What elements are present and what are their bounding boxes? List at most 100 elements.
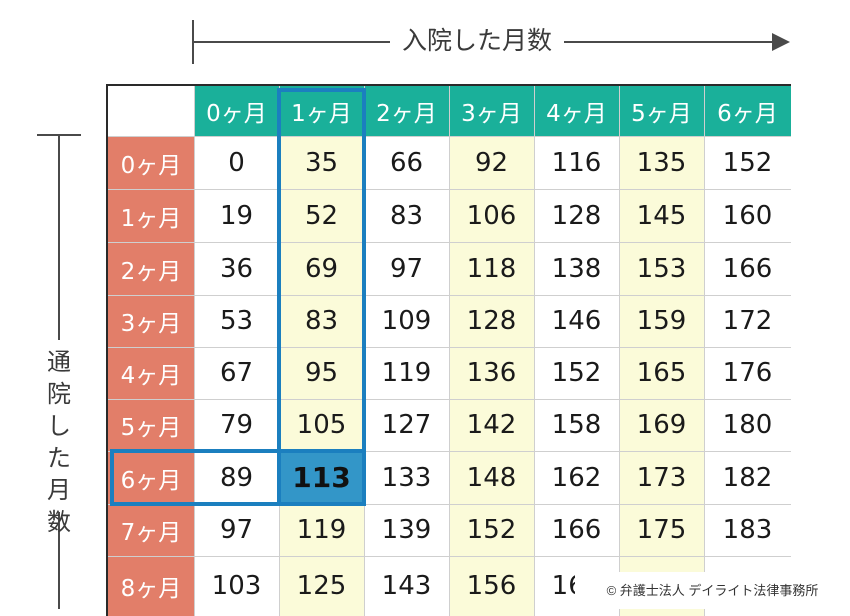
column-header: 2ヶ月	[364, 86, 449, 136]
table-cell: 69	[279, 242, 364, 295]
grid-line	[108, 242, 791, 243]
horizontal-axis: 入院した月数	[192, 20, 790, 64]
table-cell: 142	[449, 399, 534, 451]
table-cell: 97	[364, 242, 449, 295]
table-cell: 19	[194, 189, 279, 242]
grid-line	[619, 86, 620, 616]
table-cell: 92	[449, 136, 534, 189]
table-cell: 148	[449, 451, 534, 504]
row-header: 2ヶ月	[108, 242, 194, 295]
table-cell: 0	[194, 136, 279, 189]
table-cell: 128	[449, 295, 534, 347]
column-header: 1ヶ月	[279, 86, 364, 136]
table-cell: 89	[194, 451, 279, 504]
grid-line	[108, 189, 791, 190]
grid-line	[108, 295, 791, 296]
table-cell: 183	[704, 504, 791, 556]
row-header: 6ヶ月	[108, 451, 194, 504]
grid-line	[194, 86, 195, 616]
row-header: 5ヶ月	[108, 399, 194, 451]
table-cell: 152	[704, 136, 791, 189]
table-cell: 139	[364, 504, 449, 556]
table-cell: 109	[364, 295, 449, 347]
vertical-axis: 通院した月数	[37, 134, 81, 609]
table-cell: 52	[279, 189, 364, 242]
grid-line	[108, 556, 791, 557]
table-cell: 35	[279, 136, 364, 189]
arrow-right-icon	[772, 33, 790, 51]
table-cell: 145	[619, 189, 704, 242]
table-cell: 172	[704, 295, 791, 347]
table-cell: 173	[619, 451, 704, 504]
table-cell: 79	[194, 399, 279, 451]
table-cell: 119	[364, 347, 449, 399]
grid-line	[108, 451, 791, 452]
vertical-axis-label: 通院した月数	[47, 348, 71, 536]
table-cell: 165	[619, 347, 704, 399]
table-cell: 119	[279, 504, 364, 556]
column-header: 3ヶ月	[449, 86, 534, 136]
corner-cell	[108, 86, 194, 136]
table-cell: 176	[704, 347, 791, 399]
horizontal-axis-label: 入院した月数	[401, 26, 552, 55]
table-cell: 180	[704, 399, 791, 451]
table-cell: 67	[194, 347, 279, 399]
table-cell: 160	[704, 189, 791, 242]
table-cell: 135	[619, 136, 704, 189]
table-cell: 116	[534, 136, 619, 189]
table-cell: 153	[619, 242, 704, 295]
table-cell: 66	[364, 136, 449, 189]
table-cell: 146	[534, 295, 619, 347]
table-cell: 166	[534, 504, 619, 556]
copyright-notice: © 弁護士法人 デイライト法律事務所	[575, 572, 850, 609]
grid-line	[108, 347, 791, 348]
table-cell: 97	[194, 504, 279, 556]
row-header: 7ヶ月	[108, 504, 194, 556]
grid-line	[108, 136, 791, 137]
table-cell: 182	[704, 451, 791, 504]
table-cell: 118	[449, 242, 534, 295]
table-cell: 162	[534, 451, 619, 504]
table-cell: 53	[194, 295, 279, 347]
column-header: 4ヶ月	[534, 86, 619, 136]
axis-line	[58, 134, 60, 340]
table-cell: 127	[364, 399, 449, 451]
row-header: 3ヶ月	[108, 295, 194, 347]
grid-line	[449, 86, 450, 616]
table-cell: 152	[534, 347, 619, 399]
table-cell: 143	[364, 556, 449, 616]
row-header: 8ヶ月	[108, 556, 194, 616]
table-cell: 128	[534, 189, 619, 242]
grid-line	[364, 86, 365, 616]
grid-line	[279, 86, 280, 616]
table-cell: 156	[449, 556, 534, 616]
table-cell: 36	[194, 242, 279, 295]
row-header: 4ヶ月	[108, 347, 194, 399]
axis-line	[564, 41, 774, 43]
table-cell: 105	[279, 399, 364, 451]
grid-line	[534, 86, 535, 616]
grid-line	[704, 86, 705, 616]
grid-line	[108, 399, 791, 400]
table-cell: 95	[279, 347, 364, 399]
table-cell: 138	[534, 242, 619, 295]
column-header: 5ヶ月	[619, 86, 704, 136]
row-header: 0ヶ月	[108, 136, 194, 189]
table-cell: 133	[364, 451, 449, 504]
table-cell: 103	[194, 556, 279, 616]
table-cell: 159	[619, 295, 704, 347]
grid-line	[108, 504, 791, 505]
axis-line	[58, 512, 60, 609]
table-cell: 83	[364, 189, 449, 242]
column-header: 0ヶ月	[194, 86, 279, 136]
table-cell: 113	[279, 451, 364, 504]
table-cell: 152	[449, 504, 534, 556]
axis-line	[192, 41, 390, 43]
table-cell: 169	[619, 399, 704, 451]
table-cell: 136	[449, 347, 534, 399]
table-cell: 175	[619, 504, 704, 556]
table-cell: 106	[449, 189, 534, 242]
table-cell: 166	[704, 242, 791, 295]
compensation-table: 0ヶ月 1ヶ月 2ヶ月 3ヶ月 4ヶ月 5ヶ月 6ヶ月 0ヶ月 0 35 66 92 116 135 152…	[106, 84, 791, 616]
table-cell: 158	[534, 399, 619, 451]
